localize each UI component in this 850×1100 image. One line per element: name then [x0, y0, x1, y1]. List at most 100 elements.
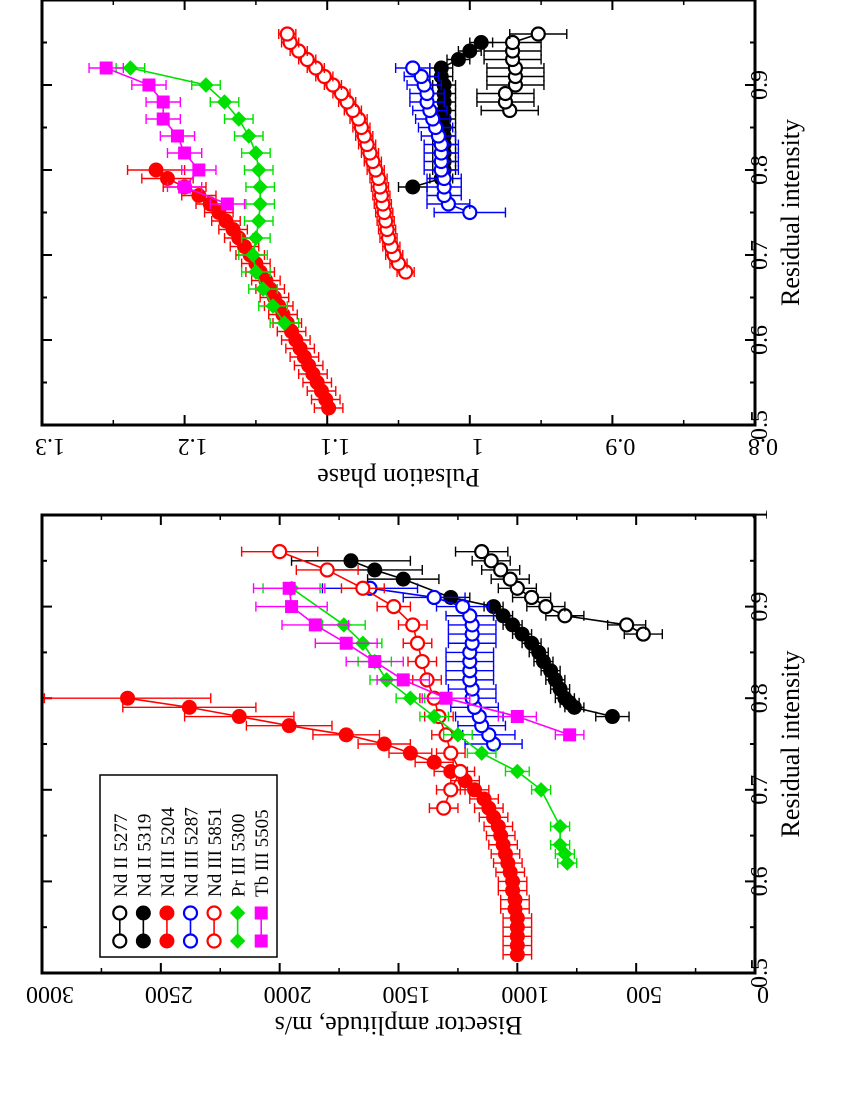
phase-xtick-label: 0.9: [747, 70, 773, 100]
phase-data-point: [248, 145, 264, 161]
amplitude-panel: 0 500 1000 1500 2000 2500 3000 0.5 0.6 0.7 0.8 0.9 1…: [26, 509, 805, 1040]
amplitude-data-point: [355, 580, 371, 596]
amplitude-data-point: [455, 598, 471, 615]
amplitude-xtick-label: 0.6: [747, 866, 773, 896]
amplitude-xtick-label: 1: [747, 509, 773, 521]
phase-xlabel: Residual intensity: [776, 119, 805, 306]
phase-data-point: [473, 35, 489, 50]
amplitude-data-point: [386, 598, 402, 615]
legend-marker: [135, 933, 151, 949]
phase-frame: [40, 0, 757, 427]
phase-data-point: [405, 60, 421, 76]
phase-data-point: [142, 78, 156, 92]
amplitude-data-point: [474, 544, 490, 560]
amplitude-series: [454, 544, 664, 642]
amplitude-data-point: [502, 571, 518, 587]
phase-ytick-label: 1: [472, 433, 484, 459]
amplitude-data-point: [402, 690, 419, 706]
phase-data-point: [148, 162, 164, 178]
phase-xtick-label: 0.6: [747, 325, 773, 355]
amplitude-ytick-label: 500: [626, 981, 662, 1007]
phase-ytick-label: 1.1: [320, 433, 350, 459]
phase-data-point: [433, 60, 449, 76]
phase-series: [394, 60, 507, 221]
phase-series-line: [130, 67, 286, 324]
amplitude-ytick-label: 1500: [383, 981, 431, 1007]
legend-marker: [159, 933, 175, 949]
legend-label: Nd II 5319: [134, 814, 155, 897]
amplitude-data-point: [376, 736, 392, 752]
amplitude-plot-area: [43, 544, 664, 963]
phase-data-point: [252, 179, 268, 195]
amplitude-data-point: [635, 626, 651, 642]
phase-ytick-label: 0.9: [605, 433, 635, 459]
amplitude-data-point: [450, 727, 466, 743]
amplitude-data-point: [405, 617, 421, 633]
phase-series: [476, 26, 568, 119]
amplitude-series: [321, 580, 523, 752]
amplitude-data-point: [367, 562, 383, 578]
amplitude-data-point: [120, 690, 136, 706]
phase-data-point: [170, 129, 184, 143]
amplitude-data-point: [619, 617, 635, 633]
phase-series-line: [155, 169, 330, 409]
amplitude-ylabel: Bisector amplitude, m/s: [275, 1011, 523, 1040]
amplitude-data-point: [552, 837, 568, 853]
amplitude-data-point: [443, 782, 459, 798]
amplitude-ytick-label: 0: [757, 981, 769, 1007]
legend-box: [99, 774, 278, 958]
phase-data-point: [251, 162, 267, 178]
amplitude-data-point: [414, 653, 430, 670]
phase-data-point: [241, 128, 257, 144]
amplitude-data-point: [439, 691, 453, 705]
amplitude-data-point: [552, 818, 568, 835]
amplitude-data-point: [181, 699, 197, 715]
phase-data-point: [279, 26, 295, 42]
amplitude-xtick-label: 0.9: [747, 592, 773, 622]
phase-data-point: [251, 213, 267, 229]
phase-series: [88, 61, 246, 211]
amplitude-data-point: [533, 782, 549, 798]
phase-data-point: [178, 180, 192, 194]
phase-data-point: [156, 112, 170, 126]
phase-data-point: [255, 281, 271, 297]
amplitude-series-line: [350, 560, 613, 718]
phase-series: [126, 162, 344, 416]
phase-data-point: [276, 315, 293, 331]
phase-data-point: [265, 298, 281, 314]
phase-ytick-label: 0.8: [748, 433, 778, 459]
amplitude-ytick-label: 2500: [145, 981, 193, 1007]
amplitude-data-point: [493, 562, 509, 578]
phase-plot-area: [88, 26, 568, 416]
amplitude-ytick-label: 2000: [264, 981, 312, 1007]
phase-data-point: [248, 230, 264, 246]
legend-marker: [112, 905, 128, 921]
amplitude-data-point: [409, 635, 426, 651]
legend-marker: [254, 906, 268, 920]
legend-label: Pr III 5300: [229, 814, 250, 897]
phase-panel: 0.80.911.11.21.30.50.60.70.80.9Residual …: [35, 0, 805, 492]
amplitude-data-point: [452, 763, 468, 780]
amplitude-ytick-label: 1000: [501, 981, 549, 1007]
amplitude-data-point: [343, 553, 359, 569]
amplitude-data-point: [282, 581, 296, 595]
phase-data-point: [216, 94, 233, 110]
phase-data-point: [99, 61, 113, 75]
amplitude-data-point: [476, 791, 492, 807]
amplitude-data-point: [426, 754, 442, 770]
legend-marker: [206, 905, 222, 921]
phase-data-point: [245, 247, 261, 263]
amplitude-xtick-label: 0.7: [747, 775, 773, 805]
amplitude-data-point: [509, 763, 526, 780]
legend-marker: [182, 905, 199, 921]
legend-marker: [135, 905, 151, 921]
amplitude-series: [252, 581, 585, 742]
phase-xtick-label: 0.7: [747, 240, 773, 270]
amplitude-data-point: [281, 718, 297, 734]
phase-ytick-label: 1.2: [178, 433, 208, 459]
amplitude-data-point: [368, 655, 382, 669]
amplitude-legend: Nd II 5277 Nd II 5319 Nd III 5204 Nd III 52…: [99, 774, 278, 958]
phase-data-point: [405, 179, 421, 195]
amplitude-data-point: [395, 571, 411, 587]
